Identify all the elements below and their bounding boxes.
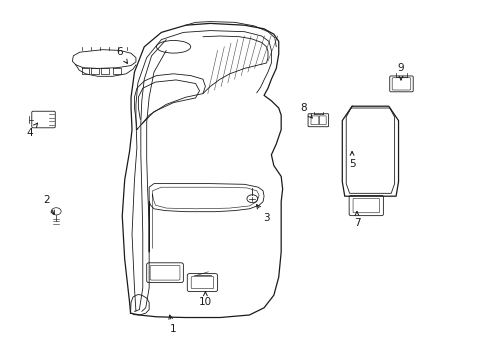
Text: 1: 1 xyxy=(168,315,177,334)
Text: 9: 9 xyxy=(397,63,404,80)
Text: 6: 6 xyxy=(116,47,127,63)
Text: 7: 7 xyxy=(353,212,360,228)
Text: 2: 2 xyxy=(43,195,54,215)
Text: 10: 10 xyxy=(199,292,211,307)
Text: 4: 4 xyxy=(26,123,38,138)
Text: 5: 5 xyxy=(348,152,355,169)
Text: 8: 8 xyxy=(299,103,312,118)
Text: 3: 3 xyxy=(256,205,269,223)
